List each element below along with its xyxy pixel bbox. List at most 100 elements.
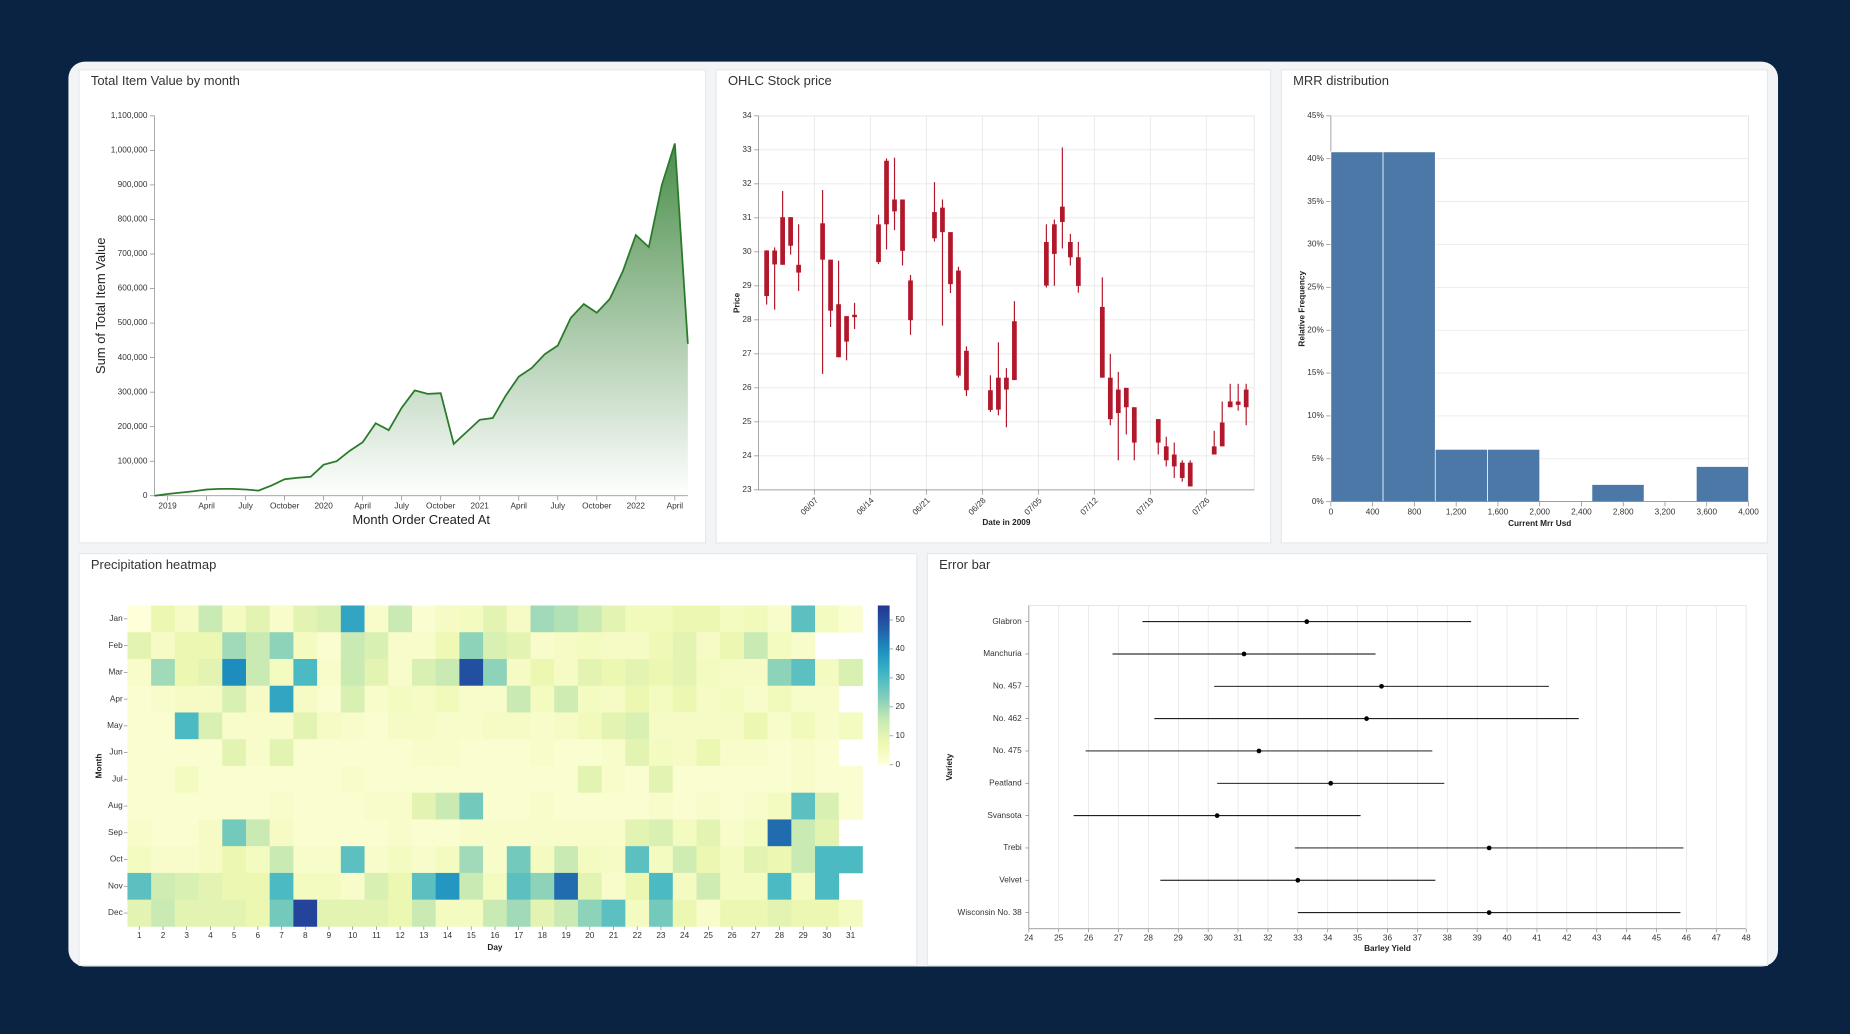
heat-cell bbox=[411, 739, 437, 767]
heat-cell bbox=[577, 632, 602, 660]
x-tick-label: 26 bbox=[727, 931, 737, 940]
y-tick-label: 600,000 bbox=[118, 284, 148, 293]
heat-cell bbox=[198, 872, 223, 901]
y-tick-label: 34 bbox=[742, 111, 752, 120]
heat-cell bbox=[696, 872, 721, 901]
x-tick-label: 47 bbox=[1712, 933, 1722, 942]
candle-body bbox=[780, 217, 785, 265]
candle-body bbox=[828, 259, 833, 311]
candle-body bbox=[796, 264, 801, 273]
heat-cell bbox=[530, 685, 555, 713]
candle-body bbox=[1227, 401, 1233, 408]
heat-cell bbox=[767, 819, 792, 847]
y-tick-label: 20% bbox=[1307, 325, 1324, 334]
heat-cell bbox=[649, 658, 674, 687]
heat-cell bbox=[720, 632, 745, 660]
heat-cell bbox=[720, 846, 745, 874]
y-tick-label: 800,000 bbox=[118, 215, 148, 224]
x-axis-title: Barley Yield bbox=[1364, 944, 1411, 953]
heat-cell bbox=[198, 819, 223, 847]
x-tick-label: October bbox=[426, 502, 456, 511]
x-tick-label: 37 bbox=[1413, 933, 1423, 942]
x-tick-label: 3,600 bbox=[1696, 507, 1717, 516]
heat-cell bbox=[340, 819, 365, 847]
heat-cell bbox=[364, 658, 389, 687]
heat-cell bbox=[815, 739, 840, 767]
heat-cell bbox=[649, 632, 674, 660]
y-tick-label: Wisconsin No. 38 bbox=[958, 908, 1023, 917]
heat-cell bbox=[127, 846, 152, 874]
x-tick-label: 0 bbox=[1329, 507, 1334, 516]
x-tick-label: 42 bbox=[1562, 933, 1572, 942]
heat-cell bbox=[625, 739, 650, 767]
candle-body bbox=[1099, 306, 1105, 378]
heat-cell bbox=[317, 819, 342, 847]
heat-cell bbox=[625, 872, 650, 901]
heat-cell bbox=[222, 712, 247, 740]
point bbox=[1241, 651, 1247, 657]
y-axis-title: Relative Frequency bbox=[1298, 271, 1307, 347]
x-tick-label: 9 bbox=[327, 931, 332, 940]
heat-cell bbox=[791, 819, 816, 847]
heat-cell bbox=[672, 872, 697, 901]
heat-cell bbox=[364, 792, 389, 820]
heat-cell bbox=[198, 632, 223, 660]
heat-cell bbox=[554, 765, 579, 794]
x-tick-label: 6 bbox=[256, 931, 261, 940]
y-tick-label: Mar bbox=[108, 668, 122, 677]
heat-cell bbox=[293, 899, 318, 927]
heat-cell bbox=[364, 765, 389, 794]
candle-body bbox=[772, 250, 777, 265]
heat-cell bbox=[696, 899, 721, 927]
y-tick-label: Sep bbox=[108, 828, 123, 837]
legend-label: 10 bbox=[896, 731, 906, 740]
heat-cell bbox=[530, 846, 555, 874]
x-tick-label: 34 bbox=[1323, 933, 1333, 942]
heat-cell bbox=[269, 739, 294, 767]
x-tick-label: 12 bbox=[396, 931, 406, 940]
heat-cell bbox=[269, 685, 294, 713]
heat-cell bbox=[483, 739, 508, 767]
heat-cell bbox=[245, 712, 271, 740]
heat-cell bbox=[530, 658, 555, 687]
heat-cell bbox=[815, 819, 840, 847]
heat-cell bbox=[743, 792, 768, 820]
heat-cell bbox=[293, 712, 318, 740]
heat-cell bbox=[435, 846, 460, 874]
x-tick-label: 32 bbox=[1263, 933, 1273, 942]
y-tick-label: Svansota bbox=[987, 811, 1022, 820]
heat-cell bbox=[506, 899, 531, 927]
x-tick-label: 3,200 bbox=[1655, 507, 1676, 516]
heat-cell bbox=[222, 658, 247, 687]
heat-cell bbox=[577, 739, 602, 767]
heat-cell bbox=[672, 685, 697, 713]
y-tick-label: Apr bbox=[110, 694, 123, 703]
x-tick-label: 13 bbox=[419, 931, 429, 940]
heat-cell bbox=[174, 605, 199, 633]
candle-body bbox=[932, 212, 937, 239]
bar bbox=[1591, 484, 1645, 503]
heat-cell bbox=[174, 846, 199, 874]
heat-cell bbox=[151, 819, 176, 847]
heat-cell bbox=[649, 605, 674, 633]
y-tick-label: No. 462 bbox=[993, 714, 1022, 723]
heat-cell bbox=[767, 605, 792, 633]
x-tick-label: 44 bbox=[1622, 933, 1632, 942]
heat-cell bbox=[649, 899, 674, 927]
heat-cell bbox=[601, 739, 626, 767]
heat-cell bbox=[791, 632, 816, 660]
y-tick-label: Feb bbox=[108, 641, 123, 650]
heat-cell bbox=[222, 685, 247, 713]
heat-cell bbox=[696, 765, 721, 794]
heat-cell bbox=[601, 658, 626, 687]
heat-cell bbox=[506, 605, 531, 633]
y-tick-label: May bbox=[107, 721, 123, 730]
heat-cell bbox=[791, 872, 816, 901]
heat-cell bbox=[720, 792, 745, 820]
heat-cell bbox=[530, 872, 555, 901]
x-tick-label: 2,400 bbox=[1571, 507, 1592, 516]
y-tick-label: 5% bbox=[1312, 454, 1325, 463]
heat-cell bbox=[293, 872, 318, 901]
x-tick-label: 2,800 bbox=[1613, 507, 1634, 516]
heat-cell bbox=[720, 605, 745, 633]
